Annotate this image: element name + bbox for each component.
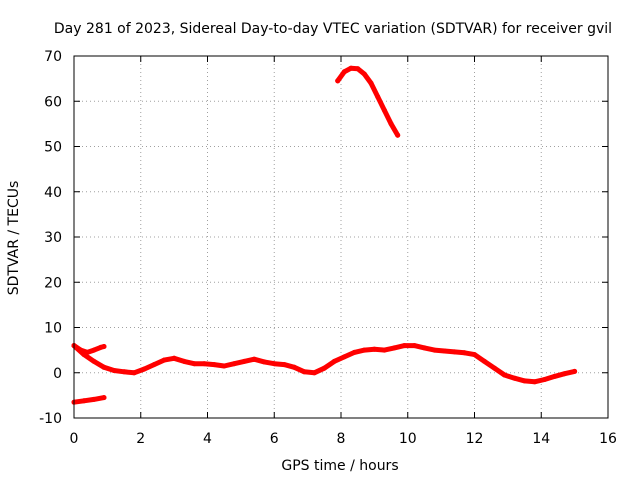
data-point	[442, 348, 447, 354]
data-point	[201, 361, 207, 367]
y-tick-label: 10	[44, 321, 62, 337]
data-point	[351, 349, 357, 355]
y-tick-label: 20	[44, 275, 62, 291]
x-tick-label: 6	[270, 431, 279, 447]
data-point	[311, 370, 317, 376]
data-point	[261, 359, 267, 365]
data-point	[401, 343, 407, 349]
y-tick-label: 40	[44, 185, 62, 201]
data-point	[572, 368, 578, 374]
data-point	[111, 368, 117, 373]
data-point	[141, 366, 147, 372]
data-point	[181, 358, 187, 364]
data-point	[335, 78, 341, 84]
data-point	[472, 352, 477, 358]
data-point	[101, 364, 107, 370]
data-point	[191, 361, 197, 367]
data-point	[91, 358, 97, 364]
data-point	[151, 362, 157, 368]
data-point	[452, 349, 457, 355]
data-point	[161, 357, 167, 363]
data-point	[375, 94, 381, 100]
y-axis-label: SDTVAR / TECUs	[6, 181, 22, 296]
series-arc-3	[71, 343, 578, 385]
x-tick-label: 12	[466, 431, 484, 447]
data-point	[532, 379, 538, 385]
y-tick-label: 60	[44, 94, 62, 110]
y-tick-label: 0	[53, 366, 62, 382]
data-point	[421, 345, 427, 351]
data-point	[361, 347, 367, 353]
data-point	[562, 371, 568, 377]
data-point	[81, 398, 87, 404]
data-point	[211, 362, 217, 368]
data-point	[432, 347, 437, 353]
x-axis-label: GPS time / hours	[281, 458, 398, 474]
data-point	[411, 343, 417, 349]
data-point	[341, 69, 347, 75]
x-tick-label: 0	[70, 431, 79, 447]
data-point	[492, 365, 497, 371]
data-point	[361, 71, 367, 77]
data-series	[71, 65, 578, 405]
data-point	[391, 345, 397, 351]
data-point	[91, 396, 97, 402]
data-point	[522, 378, 528, 384]
y-tick-label: 70	[44, 49, 62, 65]
data-point	[101, 344, 107, 349]
data-point	[355, 66, 361, 72]
series-arc-1	[71, 395, 107, 405]
data-point	[121, 369, 127, 375]
data-point	[482, 358, 487, 364]
data-point	[221, 363, 227, 369]
series-arc-4	[335, 65, 401, 138]
x-tick-label: 2	[136, 431, 145, 447]
data-point	[381, 347, 387, 353]
data-point	[388, 121, 394, 127]
data-point	[331, 358, 337, 364]
x-tick-label: 4	[203, 431, 212, 447]
data-point	[368, 80, 374, 86]
data-point	[301, 369, 307, 375]
data-point	[348, 65, 354, 71]
data-point	[321, 365, 327, 371]
data-point	[291, 364, 297, 370]
data-point	[381, 107, 387, 113]
x-tick-label: 16	[599, 431, 617, 447]
y-tick-label: -10	[39, 411, 62, 427]
data-point	[395, 132, 401, 138]
data-point	[241, 358, 247, 364]
data-point	[502, 372, 507, 378]
x-tick-label: 8	[337, 431, 346, 447]
data-point	[81, 352, 87, 358]
y-tick-label: 50	[44, 140, 62, 156]
x-tick-label: 14	[532, 431, 550, 447]
chart-title: Day 281 of 2023, Sidereal Day-to-day VTE…	[54, 21, 612, 37]
axis-ticks: 0 2 4 6 8 10 12 14 16 -10 0 10 20 30 40 50 60 70	[39, 49, 617, 447]
data-point	[271, 361, 277, 367]
data-point	[231, 361, 237, 367]
y-tick-label: 30	[44, 230, 62, 246]
grid	[74, 56, 608, 418]
data-point	[281, 362, 287, 368]
data-point	[512, 375, 517, 381]
data-point	[91, 347, 97, 353]
data-point	[341, 354, 347, 360]
x-tick-label: 10	[399, 431, 417, 447]
data-point	[251, 356, 257, 362]
data-point	[101, 395, 107, 401]
data-point	[171, 355, 177, 361]
data-point	[542, 377, 548, 382]
data-point	[371, 346, 377, 352]
data-point	[552, 373, 558, 379]
data-point	[462, 350, 467, 356]
data-point	[131, 370, 137, 376]
